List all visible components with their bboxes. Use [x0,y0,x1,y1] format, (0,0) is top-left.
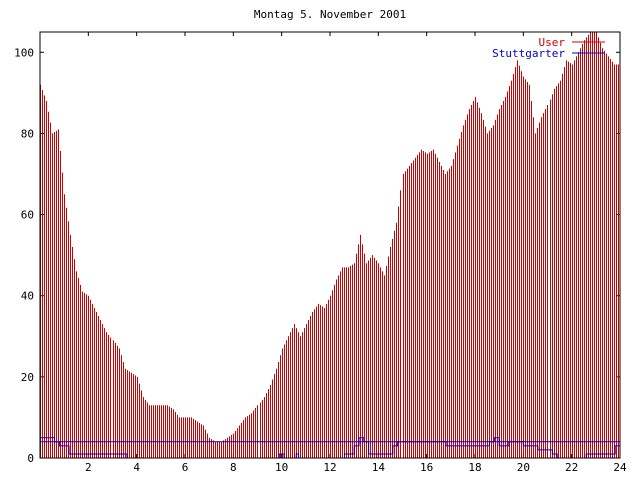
x-tick-label: 22 [565,461,578,474]
x-tick-label: 20 [517,461,530,474]
y-tick-label: 100 [14,46,34,59]
legend-label-stuttgarter: Stuttgarter [492,47,565,60]
x-tick-label: 24 [613,461,627,474]
chart-title: Montag 5. November 2001 [254,8,406,21]
y-tick-label: 20 [21,371,34,384]
y-axis-ticks: 0 20 40 60 80 100 [14,46,620,465]
y-tick-label: 80 [21,127,34,140]
x-tick-label: 6 [182,461,189,474]
x-tick-label: 4 [133,461,140,474]
legend-label-user: User [539,36,566,49]
x-axis-ticks: 2 4 6 8 10 12 14 16 18 20 22 24 [85,32,627,474]
x-tick-label: 14 [372,461,386,474]
x-tick-label: 10 [275,461,288,474]
user-series [40,32,619,458]
x-tick-label: 8 [230,461,237,474]
x-tick-label: 18 [468,461,481,474]
x-tick-label: 12 [323,461,336,474]
legend: User Stuttgarter [492,36,605,60]
plot-frame [39,31,621,459]
x-tick-label: 16 [420,461,433,474]
y-tick-label: 40 [21,290,34,303]
y-tick-label: 60 [21,209,34,222]
x-tick-label: 2 [85,461,92,474]
y-tick-label: 0 [27,452,34,465]
